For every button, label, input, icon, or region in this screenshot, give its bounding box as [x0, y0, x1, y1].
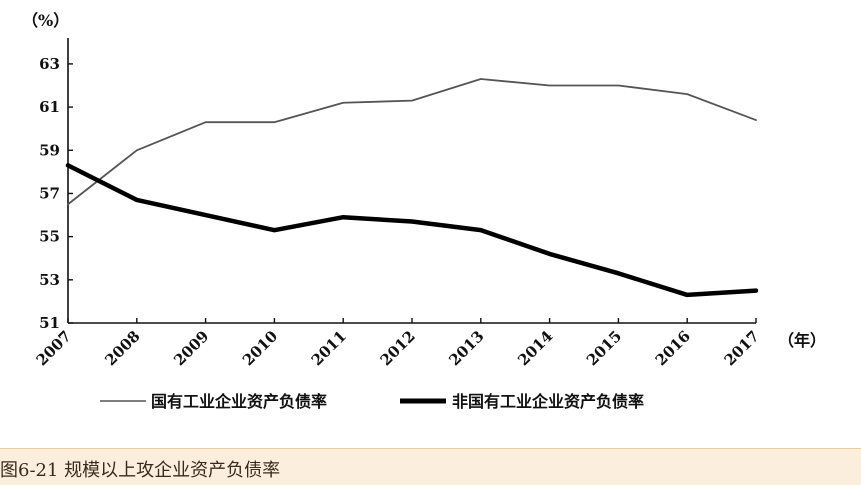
series-line-soe	[67, 78, 757, 206]
figure-caption: 图6-21 规模以上攻企业资产负债率	[0, 460, 281, 481]
y-tick-label: 59	[39, 141, 60, 159]
x-tick-label: 2010	[239, 327, 281, 369]
y-tick-label: 55	[39, 228, 60, 246]
legend-label-non-soe: 非国有工业企业资产负债率	[452, 392, 644, 411]
y-axis-unit-label: （%）	[22, 11, 69, 30]
x-tick-label: 2016	[652, 327, 694, 369]
y-tick-label: 63	[39, 55, 60, 73]
x-axis-unit-label: （年）	[778, 331, 826, 350]
y-tick-label: 57	[39, 184, 60, 202]
legend-label-soe: 国有工业企业资产负债率	[151, 392, 327, 411]
x-tick-label: 2017	[721, 327, 763, 369]
x-tick-label: 2009	[170, 327, 212, 369]
x-tick-label: 2007	[33, 327, 75, 369]
y-tick-label: 53	[39, 271, 60, 289]
x-tick-label: 2013	[445, 327, 487, 369]
chart-axes	[67, 38, 756, 324]
x-tick-label: 2014	[514, 327, 556, 369]
x-tick-label: 2011	[308, 327, 350, 369]
y-tick-label: 51	[39, 314, 60, 332]
x-tick-label: 2015	[583, 327, 625, 369]
x-axis-ticks: 2007 2008 2009 2010 2011 2012 2013 2014 2015 2016…	[33, 318, 763, 369]
x-tick-label: 2012	[377, 327, 419, 369]
series-lines	[65, 78, 759, 298]
y-tick-label: 61	[39, 98, 60, 116]
x-tick-label: 2008	[101, 327, 143, 369]
figure-caption-bar: 图6-21 规模以上攻企业资产负债率	[0, 448, 861, 485]
y-axis-ticks: 51 53 55 57 59 61 63	[39, 55, 73, 332]
series-line-non-soe	[65, 163, 759, 298]
legend: 国有工业企业资产负债率 非国有工业企业资产负债率	[100, 392, 644, 411]
